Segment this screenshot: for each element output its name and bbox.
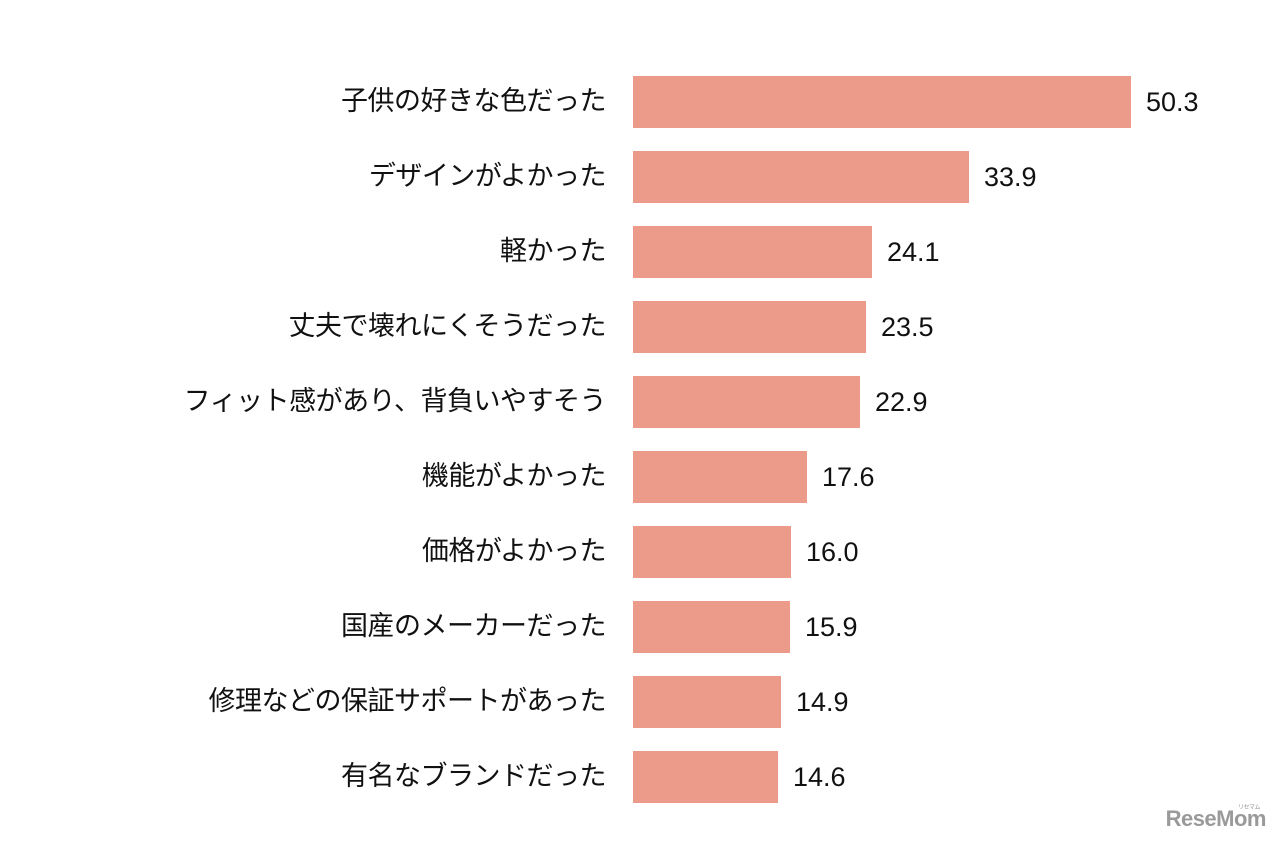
value-label: 14.9 bbox=[796, 687, 849, 717]
category-label: 丈夫で壊れにくそうだった bbox=[288, 311, 607, 342]
bar-row: 価格がよかった 16.0 bbox=[0, 526, 1280, 578]
bar bbox=[633, 451, 807, 503]
value-label: 17.6 bbox=[822, 462, 875, 492]
bar-row: 国産のメーカーだった 15.9 bbox=[0, 601, 1280, 653]
category-label: 機能がよかった bbox=[421, 461, 607, 492]
bar bbox=[633, 76, 1131, 128]
value-label: 22.9 bbox=[875, 387, 928, 417]
bar-row: 子供の好きな色だった 50.3 bbox=[0, 76, 1280, 128]
bar bbox=[633, 676, 781, 728]
bar bbox=[633, 151, 969, 203]
category-label: 価格がよかった bbox=[421, 536, 607, 567]
value-label: 14.6 bbox=[793, 762, 846, 792]
bar bbox=[633, 376, 860, 428]
bar-row: 軽かった 24.1 bbox=[0, 226, 1280, 278]
value-label: 23.5 bbox=[881, 312, 934, 342]
bar bbox=[633, 601, 790, 653]
value-label: 24.1 bbox=[887, 237, 940, 267]
category-label: 有名なブランドだった bbox=[341, 761, 607, 792]
value-label: 15.9 bbox=[805, 612, 858, 642]
category-label: 子供の好きな色だった bbox=[341, 86, 607, 117]
bar bbox=[633, 226, 872, 278]
bar-row: デザインがよかった 33.9 bbox=[0, 151, 1280, 203]
bar bbox=[633, 526, 791, 578]
logo-text: ReseMom bbox=[1165, 806, 1267, 831]
bar bbox=[633, 751, 778, 803]
value-label: 50.3 bbox=[1146, 87, 1199, 117]
bar-row: フィット感があり、背負いやすそう 22.9 bbox=[0, 376, 1280, 428]
value-label: 33.9 bbox=[984, 162, 1037, 192]
category-label: フィット感があり、背負いやすそう bbox=[183, 386, 607, 417]
category-label: 修理などの保証サポートがあった bbox=[208, 686, 607, 717]
bar-row: 丈夫で壊れにくそうだった 23.5 bbox=[0, 301, 1280, 353]
bar bbox=[633, 301, 866, 353]
bar-row: 修理などの保証サポートがあった 14.9 bbox=[0, 676, 1280, 728]
category-label: 軽かった bbox=[500, 236, 607, 267]
category-label: 国産のメーカーだった bbox=[341, 611, 607, 642]
resemom-logo: リセマム ReseMom bbox=[1165, 805, 1267, 832]
category-label: デザインがよかった bbox=[368, 161, 607, 192]
bar-row: 有名なブランドだった 14.6 bbox=[0, 751, 1280, 803]
logo-subtext: リセマム bbox=[1237, 805, 1261, 811]
value-label: 16.0 bbox=[806, 537, 859, 567]
bar-row: 機能がよかった 17.6 bbox=[0, 451, 1280, 503]
